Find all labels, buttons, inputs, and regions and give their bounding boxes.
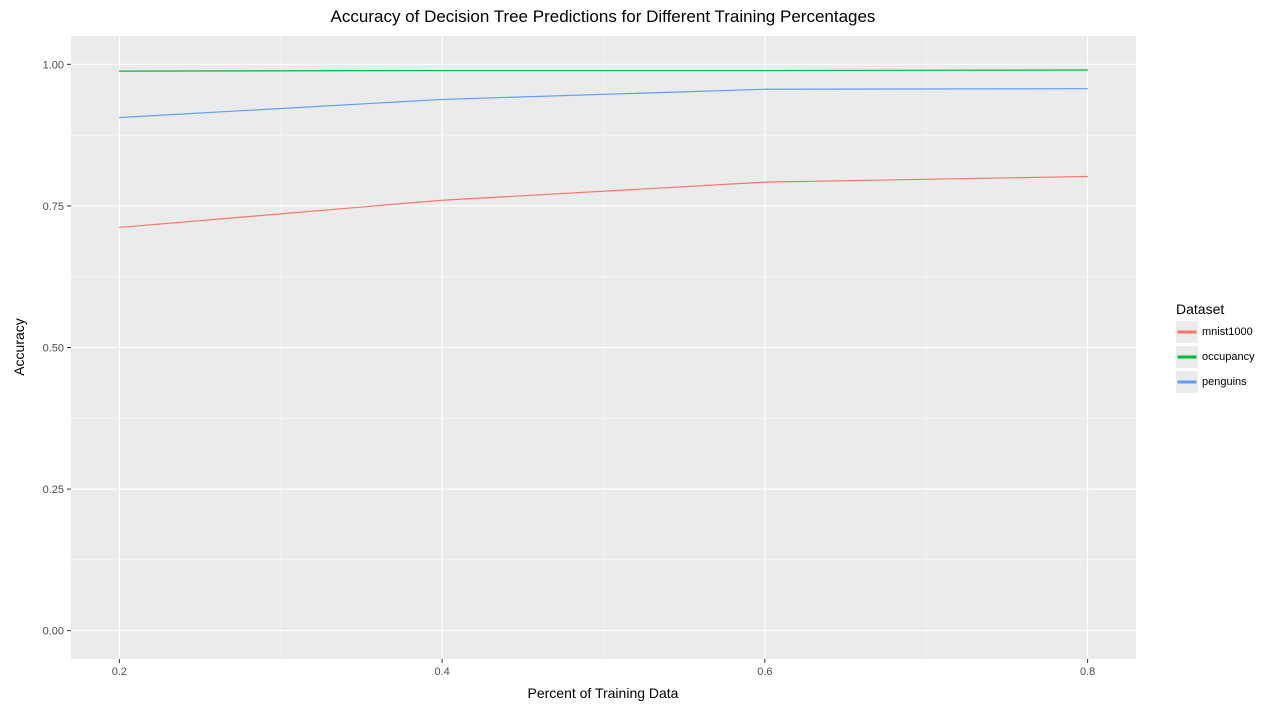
legend-items: mnist1000 occupancy penguins: [1176, 321, 1255, 393]
y-axis-tick-label: 1.00: [43, 59, 64, 71]
series-point-occupancy-1: [119, 70, 121, 72]
series-point-penguins-1: [119, 117, 121, 119]
series-point-mnist1000-3: [764, 181, 766, 183]
legend-label-mnist1000: mnist1000: [1202, 326, 1253, 338]
axis-layer: 0.2 0.4 0.6 0.8 0.00 0.25 0.50 0.75 1.00: [43, 59, 1096, 678]
x-axis-tick-label: 0.6: [757, 666, 772, 678]
x-axis-title: Percent of Training Data: [528, 685, 679, 701]
series-line-penguins: [118, 88, 1089, 119]
x-axis-tick-label: 0.4: [434, 666, 449, 678]
x-axis-tick-label: 0.2: [112, 666, 127, 678]
y-axis-title: Accuracy: [11, 318, 27, 376]
legend: Dataset mnist1000 occupancy penguins: [1176, 301, 1255, 393]
series-line-occupancy: [118, 69, 1089, 72]
series-point-mnist1000-4: [1087, 176, 1089, 178]
legend-label-penguins: penguins: [1202, 376, 1247, 388]
grid-layer: [71, 36, 1136, 659]
series-point-occupancy-4: [1087, 69, 1089, 71]
x-axis-tick-label: 0.8: [1080, 666, 1095, 678]
series-line-mnist1000: [118, 175, 1089, 229]
series-point-occupancy-2: [441, 70, 443, 72]
legend-title: Dataset: [1176, 301, 1224, 317]
series-point-mnist1000-1: [119, 227, 121, 229]
series-point-penguins-3: [764, 88, 766, 90]
y-axis-tick-label: 0.75: [43, 201, 64, 213]
y-axis-tick-label: 0.25: [43, 484, 64, 496]
legend-label-occupancy: occupancy: [1202, 351, 1255, 363]
series-point-penguins-4: [1087, 88, 1089, 90]
y-axis-tick-label: 0.50: [43, 343, 64, 355]
y-axis-tick-label: 0.00: [43, 626, 64, 638]
series-point-penguins-2: [441, 99, 443, 101]
series-point-mnist1000-2: [441, 199, 443, 201]
series-layer: [118, 69, 1089, 229]
series-point-occupancy-3: [764, 70, 766, 72]
chart-title: Accuracy of Decision Tree Predictions fo…: [331, 7, 876, 26]
